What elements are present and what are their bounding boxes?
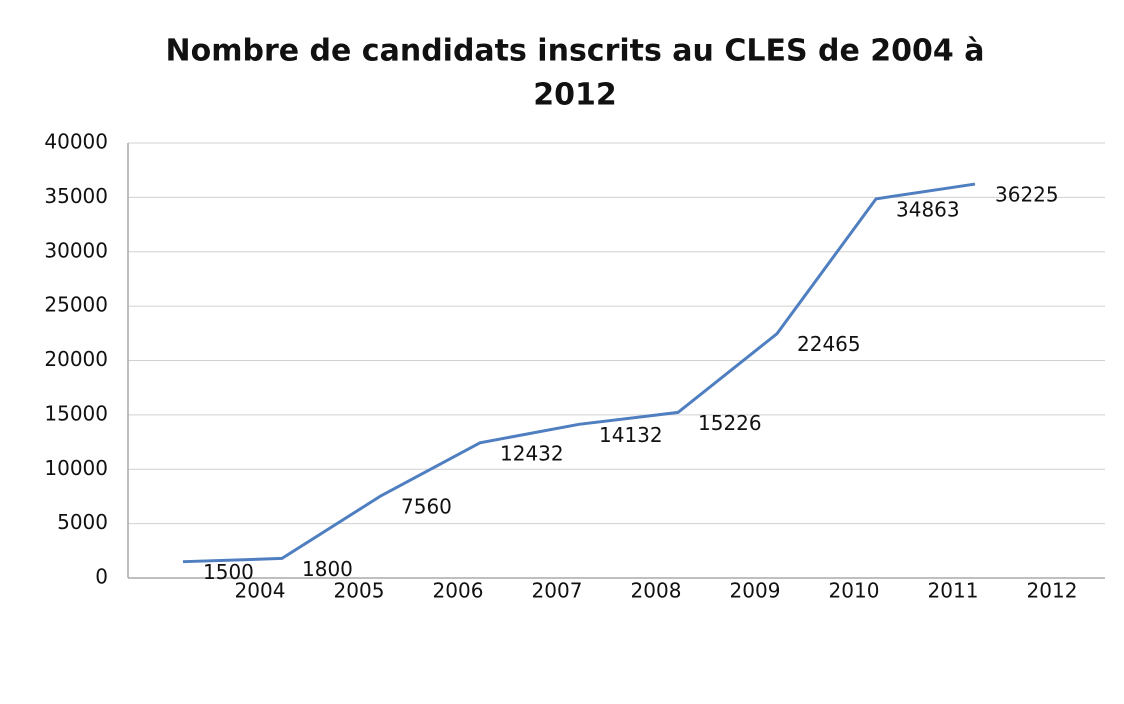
y-tick-label: 35000 [44, 184, 108, 208]
y-tick-label: 5000 [57, 510, 108, 534]
x-tick-label: 2006 [433, 579, 484, 603]
x-tick-label: 2011 [928, 579, 979, 603]
data-label: 14132 [599, 423, 663, 447]
y-tick-label: 15000 [44, 401, 108, 425]
x-tick-label: 2007 [532, 579, 583, 603]
data-label: 1500 [203, 560, 254, 584]
y-tick-label: 20000 [44, 347, 108, 371]
y-tick-label: 10000 [44, 456, 108, 480]
x-tick-label: 2004 [235, 579, 286, 603]
x-tick-label: 2010 [829, 579, 880, 603]
data-label: 34863 [896, 197, 960, 221]
x-tick-label: 2012 [1027, 579, 1078, 603]
chart-title: Nombre de candidats inscrits au CLES de … [166, 34, 985, 69]
x-tick-label: 2008 [631, 579, 682, 603]
x-tick-label: 2005 [334, 579, 385, 603]
y-tick-label: 30000 [44, 238, 108, 262]
data-label: 36225 [995, 183, 1059, 207]
y-tick-label: 0 [95, 565, 108, 589]
data-label: 7560 [401, 494, 452, 518]
line [182, 182, 976, 564]
x-tick-label: 2009 [730, 579, 781, 603]
chart-title: 2012 [533, 78, 617, 113]
data-label: 22465 [797, 332, 861, 356]
data-label: 1800 [302, 557, 353, 581]
y-tick-label: 40000 [44, 130, 108, 154]
data-label: 12432 [500, 441, 564, 465]
y-tick-label: 25000 [44, 293, 108, 317]
data-label: 15226 [698, 411, 762, 435]
